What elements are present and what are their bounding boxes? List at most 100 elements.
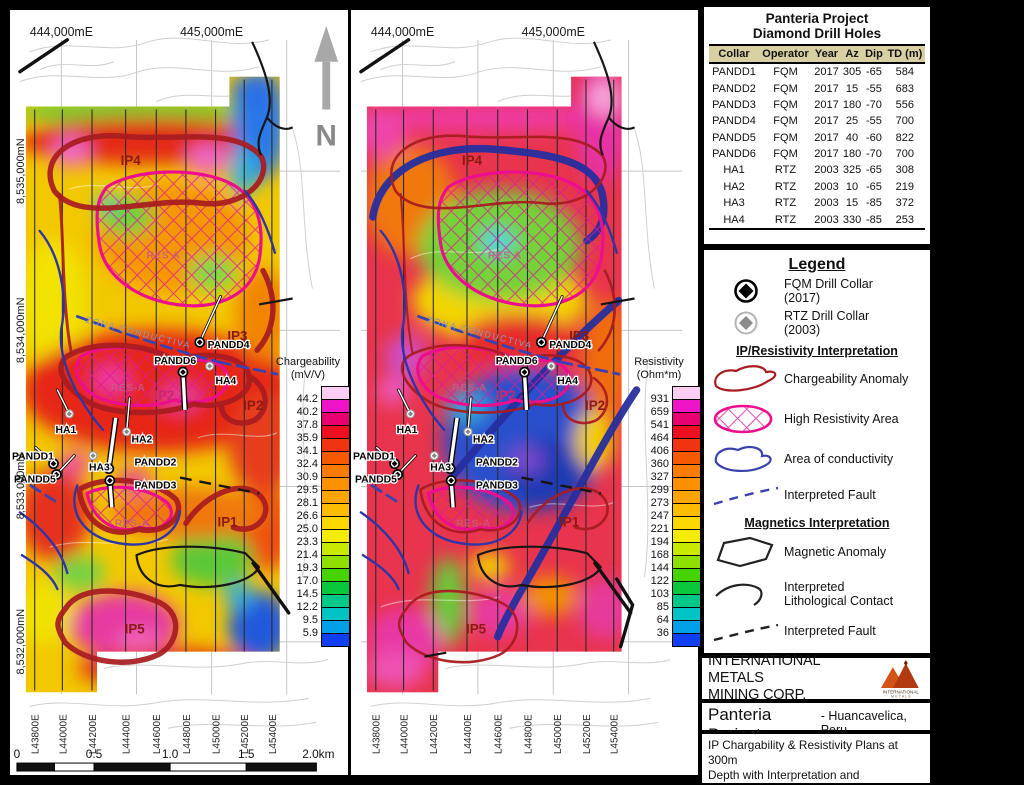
table-cell: RTZ [759,211,812,230]
table-cell: HA4 [709,211,760,230]
colorbar-cell [322,608,349,621]
line-label: L44800E [523,714,534,754]
legend-item-rtz-collar: RTZ Drill Collar (2003) [708,308,926,338]
colorbar-value: 194 [650,536,669,548]
table-column-header: Dip [863,44,885,64]
label-ip3: IP3 [227,328,247,343]
colorbar-cell [673,582,700,595]
table-cell: 305 [842,66,862,79]
company-name-line2: MINING CORP. [708,687,807,703]
table-cell: 219 [895,180,915,193]
table-cell: 700 [895,115,915,128]
colorbar-cell [322,478,349,491]
colorbar-cell [322,582,349,595]
colorbar-cell [673,413,700,426]
drill-collar-pandd3 [445,475,457,486]
table-cell: 2017 [814,115,839,128]
line-label: L44800E [182,714,193,754]
drill-collar-ha3 [429,451,439,461]
table-cell: 330 [840,211,864,230]
north-arrow: N [314,25,339,152]
table-cell: RTZ [774,180,797,193]
chargeability-map: 444,000mE 445,000mE IP4 IP3 IP2 IP2 IP1 … [11,25,341,772]
lith-contact-label1: Interpreted [784,580,845,594]
legend-item-fqm-collar: FQM Drill Collar (2017) [708,276,926,306]
line-label: L44400E [463,714,474,754]
colorbar-value: 26.6 [296,510,318,522]
line-label: L45400E [610,714,621,754]
colorbar-cell [322,569,349,582]
line-label: L45000E [553,714,564,754]
colorbar-value: 659 [650,406,669,418]
resistivity-scale-title: Resistivity [634,356,684,368]
northing-label: 8,532,000mN [15,609,27,675]
label-ha2: HA2 [473,435,494,446]
table-cell: -85 [863,211,885,230]
drill-collar-ha2 [463,427,473,437]
drill-collar-pandd4 [194,336,206,348]
table-cell: -55 [865,115,882,128]
table-cell: 180 [842,98,862,111]
drill-collar-ha4 [546,361,556,371]
colorbar-cell [322,413,349,426]
table-cell: FQM [773,66,798,79]
company-name-line1: INTERNATIONAL METALS [708,653,820,686]
legend-item-chargeability-anomaly: Chargeability Anomaly [708,360,926,398]
colorbar-cell [322,621,349,634]
drill-collar-pandd6 [177,366,189,378]
table-cell: 822 [895,131,915,144]
chargeability-map-panel: 444,000mE 445,000mE IP4 IP3 IP2 IP2 IP1 … [8,8,350,777]
line-labels: L43800E L44000E L44200E L44400E L44600E … [372,714,621,754]
northing-labels: 8,535,000mN 8,534,000mN 8,533,000mN 8,53… [15,138,27,674]
scale-end-label: 2.0km [302,747,334,761]
colorbar-cell [673,478,700,491]
resistivity-map-panel: 444,000mE 445,000mE IP4 IP3 IP2 IP2 IP1 … [350,8,701,777]
colorbar-value: 32.4 [296,458,318,470]
colorbar-value: 35.9 [296,432,318,444]
table-cell: FQM [773,98,798,111]
chargeability-scale-units: (mV/V) [290,369,326,381]
conductivity-outlines [18,189,277,591]
table-cell: -65 [865,66,882,79]
table-cell: FQM [773,148,798,161]
label-pandd1: PANDD1 [353,452,395,463]
legend-ip-section-title: IP/Resistivity Interpretation [736,344,898,358]
colorbar-value: 25.0 [296,523,318,535]
colorbar-cell [673,517,700,530]
conductivity-label: Area of conductivity [784,452,894,466]
colorbar-value: 23.3 [296,536,318,548]
colorbar-value: 85 [656,601,669,613]
colorbar-cell [673,426,700,439]
colorbar-cell [673,543,700,556]
rtz-collar-label: RTZ Drill Collar [784,309,870,323]
project-box: Panteria Project - Huancavelica, Peru [700,701,932,744]
map-overlay: 444,000mE 445,000mE IP4 IP3 IP2 IP2 IP1 … [352,25,641,754]
chargeability-scale-title: Chargeability [275,356,341,368]
magnetic-anomaly-icon [708,532,784,572]
table-cell: 15 [845,197,859,210]
label-ha2: HA2 [132,435,153,446]
colorbar-value: 327 [650,471,669,483]
colorbar-value: 21.4 [296,549,318,561]
company-box: INTERNATIONAL METALS MINING CORP. INTERN… [700,653,932,703]
legend-box: Legend FQM Drill Collar (2017) RTZ Drill… [702,248,932,655]
label-ip2-outer: IP2 [243,398,263,413]
interpreted-fault-black-icon [708,616,784,646]
lith-contact-label2: Lithological Contact [784,594,894,608]
northing-label: 8,534,000mN [15,298,27,364]
line-label: L44000E [400,714,411,754]
table-cell: -55 [865,82,882,95]
northing-label: 8,535,000mN [15,138,27,204]
colorbar-ramp [321,386,350,647]
table-row: PANDD2 FQM 2017 15 -55 683 [709,80,925,96]
colorbar-value: 30.9 [296,471,318,483]
label-ip5: IP5 [466,622,487,637]
colorbar-value: 464 [650,432,669,444]
label-ha1: HA1 [397,425,418,436]
colorbar-cell [322,439,349,452]
label-ip1: IP1 [218,514,239,529]
table-cell: 2003 [814,180,839,193]
colorbar-cell [673,400,700,413]
colorbar-cell [673,491,700,504]
colorbar-value: 5.9 [302,627,318,639]
